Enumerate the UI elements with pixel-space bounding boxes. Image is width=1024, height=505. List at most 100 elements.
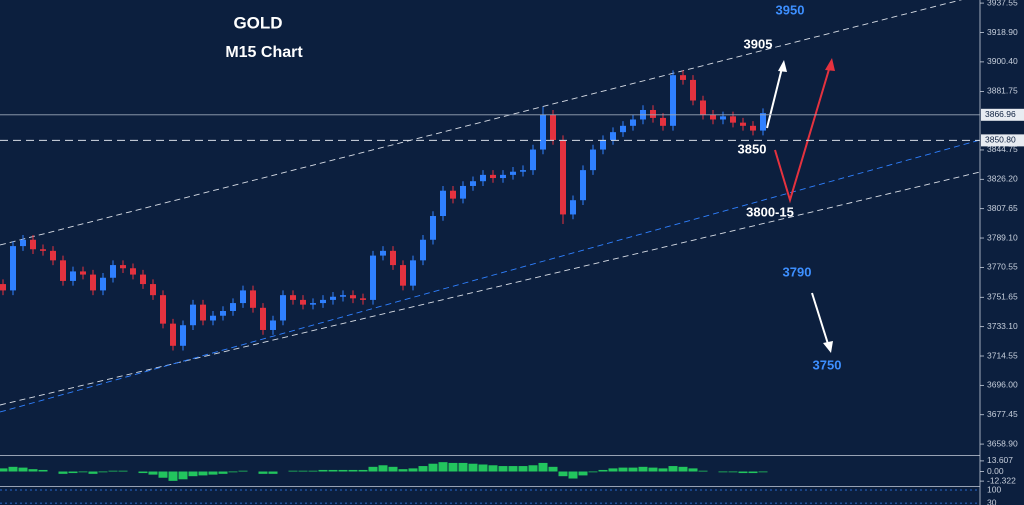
- candle-body: [660, 117, 666, 126]
- histogram-bar: [738, 471, 748, 474]
- histogram-bar: [88, 471, 98, 474]
- candle-body: [540, 114, 546, 150]
- candle-body: [570, 200, 576, 215]
- y-tick-label: 3751.65: [987, 292, 1018, 302]
- histogram-bar: [598, 469, 608, 472]
- histogram-bar: [98, 471, 108, 473]
- candle-body: [380, 250, 386, 256]
- trend-line: [0, 171, 981, 406]
- price-box: [981, 108, 1024, 121]
- histogram-bar: [638, 466, 648, 472]
- histogram-bar: [328, 469, 338, 472]
- y-tick-label: 3881.75: [987, 86, 1018, 96]
- candle-body: [80, 271, 86, 275]
- candle-body: [450, 190, 456, 199]
- annotation: 3750: [813, 357, 842, 372]
- y-tick-label: 3937.55: [987, 0, 1018, 7]
- y-tick-label: 100: [987, 484, 1001, 494]
- candle-body: [550, 114, 556, 141]
- candle-body: [180, 325, 186, 346]
- y-tick-label: 3770.55: [987, 262, 1018, 272]
- candle-body: [200, 304, 206, 321]
- y-tick-label: 0.00: [987, 466, 1004, 476]
- candle-body: [610, 132, 616, 141]
- histogram-bar: [538, 462, 548, 472]
- y-tick-label: 3658.90: [987, 438, 1018, 448]
- candle-body: [490, 174, 496, 179]
- histogram-bar: [718, 471, 728, 473]
- histogram-bar: [298, 470, 308, 472]
- histogram-bar: [388, 466, 398, 472]
- candle-body: [370, 255, 376, 300]
- annotation: 3790: [783, 264, 812, 279]
- y-tick-label: -12.322: [987, 475, 1016, 485]
- histogram-bar: [648, 467, 658, 472]
- y-tick-label: 3789.10: [987, 232, 1018, 242]
- histogram-bar: [418, 466, 428, 472]
- candle-body: [630, 119, 636, 126]
- y-tick-label: 3844.75: [987, 144, 1018, 154]
- arrow: [811, 292, 829, 345]
- candle-body: [520, 170, 526, 172]
- histogram-bar: [528, 465, 538, 472]
- y-tick-label: 30: [987, 497, 997, 505]
- arrowhead: [825, 58, 835, 71]
- histogram-bar: [28, 469, 38, 472]
- candle-body: [590, 149, 596, 171]
- candle-body: [670, 75, 676, 126]
- candle-body: [150, 284, 156, 296]
- histogram-bar: [318, 469, 328, 472]
- candle-body: [40, 249, 46, 251]
- candle-body: [170, 323, 176, 346]
- histogram-bar: [288, 470, 298, 472]
- annotation: 3950: [776, 2, 805, 17]
- candle-body: [740, 122, 746, 126]
- candle-body: [320, 299, 326, 304]
- candle-body: [350, 295, 356, 299]
- annotation: 3800-15: [746, 204, 794, 219]
- histogram-bar: [198, 471, 208, 476]
- candle-body: [190, 304, 196, 326]
- candle-body: [310, 303, 316, 305]
- histogram-bar: [358, 469, 368, 472]
- candle-body: [290, 295, 296, 300]
- candle-body: [750, 125, 756, 131]
- candle-body: [130, 268, 136, 275]
- histogram-bar: [378, 465, 388, 472]
- candle-body: [230, 303, 236, 311]
- histogram-bar: [148, 471, 158, 475]
- candle-body: [260, 307, 266, 330]
- histogram-bar: [338, 469, 348, 472]
- histogram-bar: [678, 466, 688, 472]
- candle-body: [340, 295, 346, 297]
- candle-body: [600, 140, 606, 150]
- histogram-bar: [18, 467, 28, 472]
- candle-body: [470, 181, 476, 186]
- histogram-bar: [548, 466, 558, 472]
- candle-body: [620, 125, 626, 133]
- plot: [0, 0, 981, 413]
- chart-subtitle: M15 Chart: [225, 44, 303, 61]
- histogram-bar: [8, 466, 18, 472]
- y-tick-label: 3826.20: [987, 174, 1018, 184]
- histogram-bar: [428, 463, 438, 472]
- candle-body: [210, 315, 216, 321]
- arrowhead: [778, 60, 787, 72]
- candle-body: [70, 271, 76, 281]
- histogram-bar: [578, 471, 588, 476]
- histogram-bar: [628, 467, 638, 472]
- candle-body: [220, 310, 226, 316]
- histogram-bar: [748, 471, 758, 474]
- histogram-bar: [698, 470, 708, 472]
- candle-body: [440, 190, 446, 217]
- histogram-bar: [138, 471, 148, 474]
- histogram-bar: [478, 464, 488, 472]
- y-tick-label: 3900.40: [987, 56, 1018, 66]
- candle-body: [580, 170, 586, 201]
- candle-body: [720, 116, 726, 120]
- candle-body: [710, 114, 716, 120]
- price-box: [981, 134, 1024, 147]
- candle-body: [110, 265, 116, 278]
